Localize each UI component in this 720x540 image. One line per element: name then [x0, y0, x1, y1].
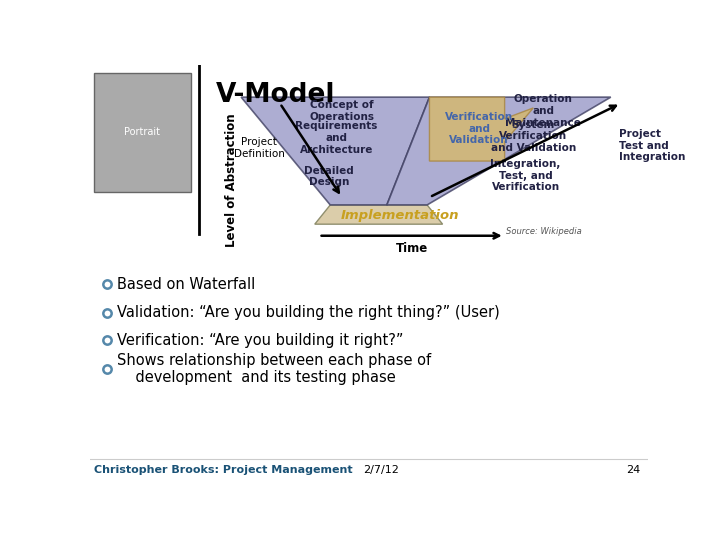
Text: 2/7/12: 2/7/12 [363, 465, 399, 475]
Text: Portrait: Portrait [124, 127, 160, 137]
Text: Based on Waterfall: Based on Waterfall [117, 276, 256, 292]
Text: System
Verification
and Validation: System Verification and Validation [490, 120, 576, 153]
Text: Validation: “Are you building the right thing?” (User): Validation: “Are you building the right … [117, 305, 500, 320]
Text: Operation
and
Maintenance: Operation and Maintenance [505, 94, 581, 127]
Text: Verification
and
Validation: Verification and Validation [445, 112, 513, 145]
Text: Concept of
Operations: Concept of Operations [310, 100, 374, 122]
Text: Detailed
Design: Detailed Design [304, 166, 354, 187]
Text: 24: 24 [626, 465, 640, 475]
Text: Time: Time [395, 242, 428, 255]
Text: Project
Definition: Project Definition [233, 137, 284, 159]
Polygon shape [429, 97, 534, 161]
Text: Shows relationship between each phase of
    development  and its testing phase: Shows relationship between each phase of… [117, 353, 431, 385]
Text: Verification: “Are you building it right?”: Verification: “Are you building it right… [117, 333, 404, 348]
Polygon shape [315, 205, 443, 224]
Text: Implementation: Implementation [341, 209, 459, 222]
Polygon shape [387, 97, 611, 205]
Text: Source: Wikipedia: Source: Wikipedia [506, 227, 582, 237]
Text: Level of Abstraction: Level of Abstraction [225, 113, 238, 247]
Text: V-Model: V-Model [216, 82, 336, 108]
Polygon shape [241, 97, 429, 205]
Text: Christopher Brooks: Project Management: Christopher Brooks: Project Management [94, 465, 353, 475]
Text: Requirements
and
Architecture: Requirements and Architecture [295, 122, 377, 154]
Text: Project
Test and
Integration: Project Test and Integration [618, 129, 685, 162]
FancyBboxPatch shape [94, 72, 191, 192]
Text: Integration,
Test, and
Verification: Integration, Test, and Verification [490, 159, 561, 192]
